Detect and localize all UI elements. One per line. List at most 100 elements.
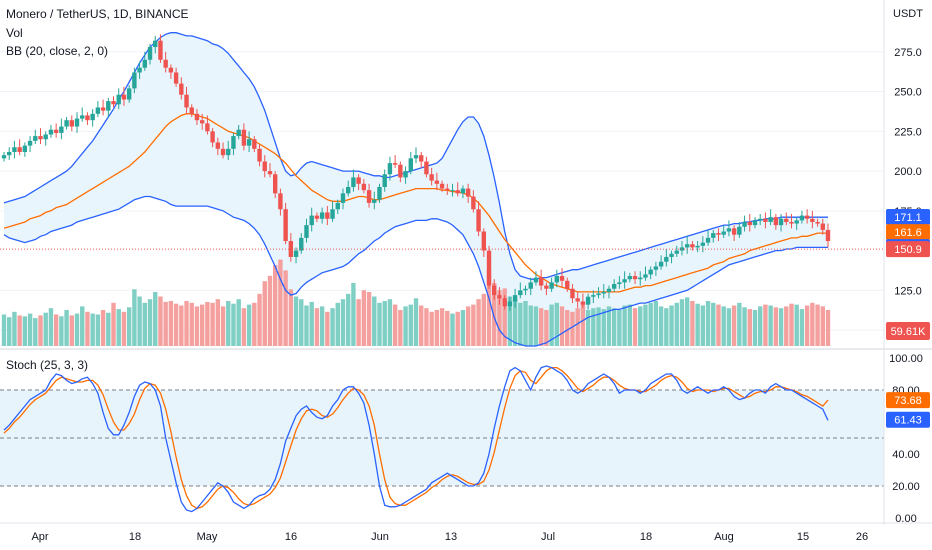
volume-bar [742,307,747,346]
stochastic-tag-label: 73.68 [894,395,922,407]
volume-bar [674,302,679,346]
candle-body [439,183,445,189]
stochastic-legend[interactable]: Stoch (25, 3, 3) [6,358,89,372]
volume-bar [523,301,528,346]
candle-body [450,190,455,192]
stochastic-pane[interactable] [0,365,884,513]
symbol-title[interactable]: Monero / TetherUS, 1D, BINANCE [6,7,189,21]
price-tag-label: 150.9 [894,244,922,256]
time-tick-label: 13 [445,531,457,543]
volume-bar [549,304,554,346]
stochastic-tick-label: 20.00 [892,481,920,493]
candle-body [80,115,85,119]
volume-bar [33,318,38,346]
volume-bar [492,283,497,346]
volume-bar [387,299,393,346]
candle-body [356,177,361,184]
volume-bar [246,304,252,346]
candle-body [132,72,137,89]
volume-bar [747,309,752,346]
time-tick-label: Jul [541,531,555,543]
volume-bar [288,289,294,346]
volume-bar [267,275,273,346]
volume-bar [220,306,226,346]
volume-bar [7,317,12,346]
volume-bar [825,310,831,346]
volume-bar [372,296,377,346]
volume-bar [314,308,320,346]
volume-bar [205,301,210,346]
volume-bar [653,301,659,346]
volume-bar [330,308,335,346]
volume-bar [377,302,382,346]
candle-body [554,276,560,283]
price-tick-label: 225.0 [894,126,922,138]
candle-body [351,177,356,187]
candle-body [684,244,690,248]
volume-bar [497,290,502,346]
time-tick-label: May [197,531,218,543]
volume-bar [481,293,486,346]
bollinger-legend[interactable]: BB (20, close, 2, 0) [6,44,109,58]
candle-body [304,225,309,238]
candle-body [669,253,674,257]
volume-bar [309,301,314,346]
volume-bar [471,304,476,346]
candle-body [758,218,763,221]
candle-body [789,221,794,224]
candle-body [17,147,22,152]
volume-bar [382,301,387,346]
candle-body [544,285,549,289]
candle-body [424,161,429,175]
candle-body [309,215,314,226]
candle-body [85,115,90,121]
candle-body [142,59,148,68]
volume-bar [758,306,763,346]
candle-body [559,276,565,281]
candle-body [189,107,194,114]
volume-bar [721,306,726,346]
candle-body [799,215,805,221]
price-pane[interactable] [0,32,884,347]
bollinger-upper-line [3,32,828,280]
candle-body [199,120,205,124]
candle-body [194,113,200,121]
candle-body [460,188,466,194]
price-tag [886,241,930,258]
volume-bar [804,305,810,346]
candle-body [74,118,80,127]
price-tag [886,209,930,226]
candle-body [278,193,283,210]
volume-bar [335,302,340,346]
candle-body [445,188,450,191]
volume-bar [789,303,794,346]
bollinger-basis-line [3,113,828,293]
candle-body [403,171,408,178]
volume-bar [434,310,440,346]
candle-body [173,72,179,84]
volume-bar [606,306,612,346]
volume-bar [132,289,137,346]
candle-body [392,163,398,165]
candle-body [794,220,799,224]
volume-bar [272,265,278,346]
volume-legend[interactable]: Vol [6,26,23,40]
time-tick-label: 18 [129,531,141,543]
candle-body [773,217,779,226]
currency-label: USDT [893,8,923,20]
price-tag [886,224,930,241]
volume-bar [95,314,101,346]
candle-body [523,288,528,291]
volume-bar [559,306,565,346]
volume-bar [153,292,158,346]
price-tag-label: 161.6 [894,227,922,239]
candle-body [361,183,367,191]
volume-bar [38,315,43,346]
candle-body [226,148,231,156]
time-tick-label: 16 [285,531,297,543]
volume-bar [147,299,153,346]
volume-bar [262,281,267,346]
candle-body [325,212,330,219]
